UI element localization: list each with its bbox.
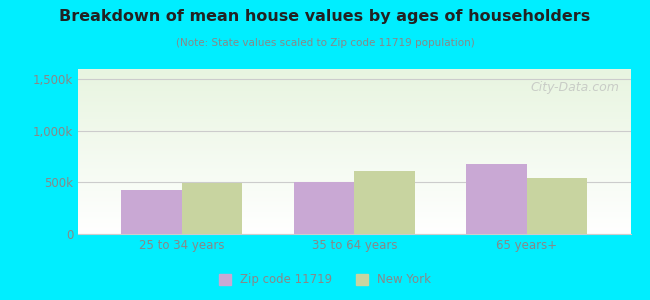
Text: (Note: State values scaled to Zip code 11719 population): (Note: State values scaled to Zip code 1… xyxy=(176,38,474,47)
Bar xyxy=(294,182,354,234)
Legend: Zip code 11719, New York: Zip code 11719, New York xyxy=(214,269,436,291)
Text: Breakdown of mean house values by ages of householders: Breakdown of mean house values by ages o… xyxy=(59,9,591,24)
Bar xyxy=(467,164,527,234)
Bar xyxy=(354,171,415,234)
Bar xyxy=(527,178,588,234)
Bar xyxy=(121,190,181,234)
Bar xyxy=(181,184,242,234)
Text: City-Data.com: City-Data.com xyxy=(530,80,619,94)
